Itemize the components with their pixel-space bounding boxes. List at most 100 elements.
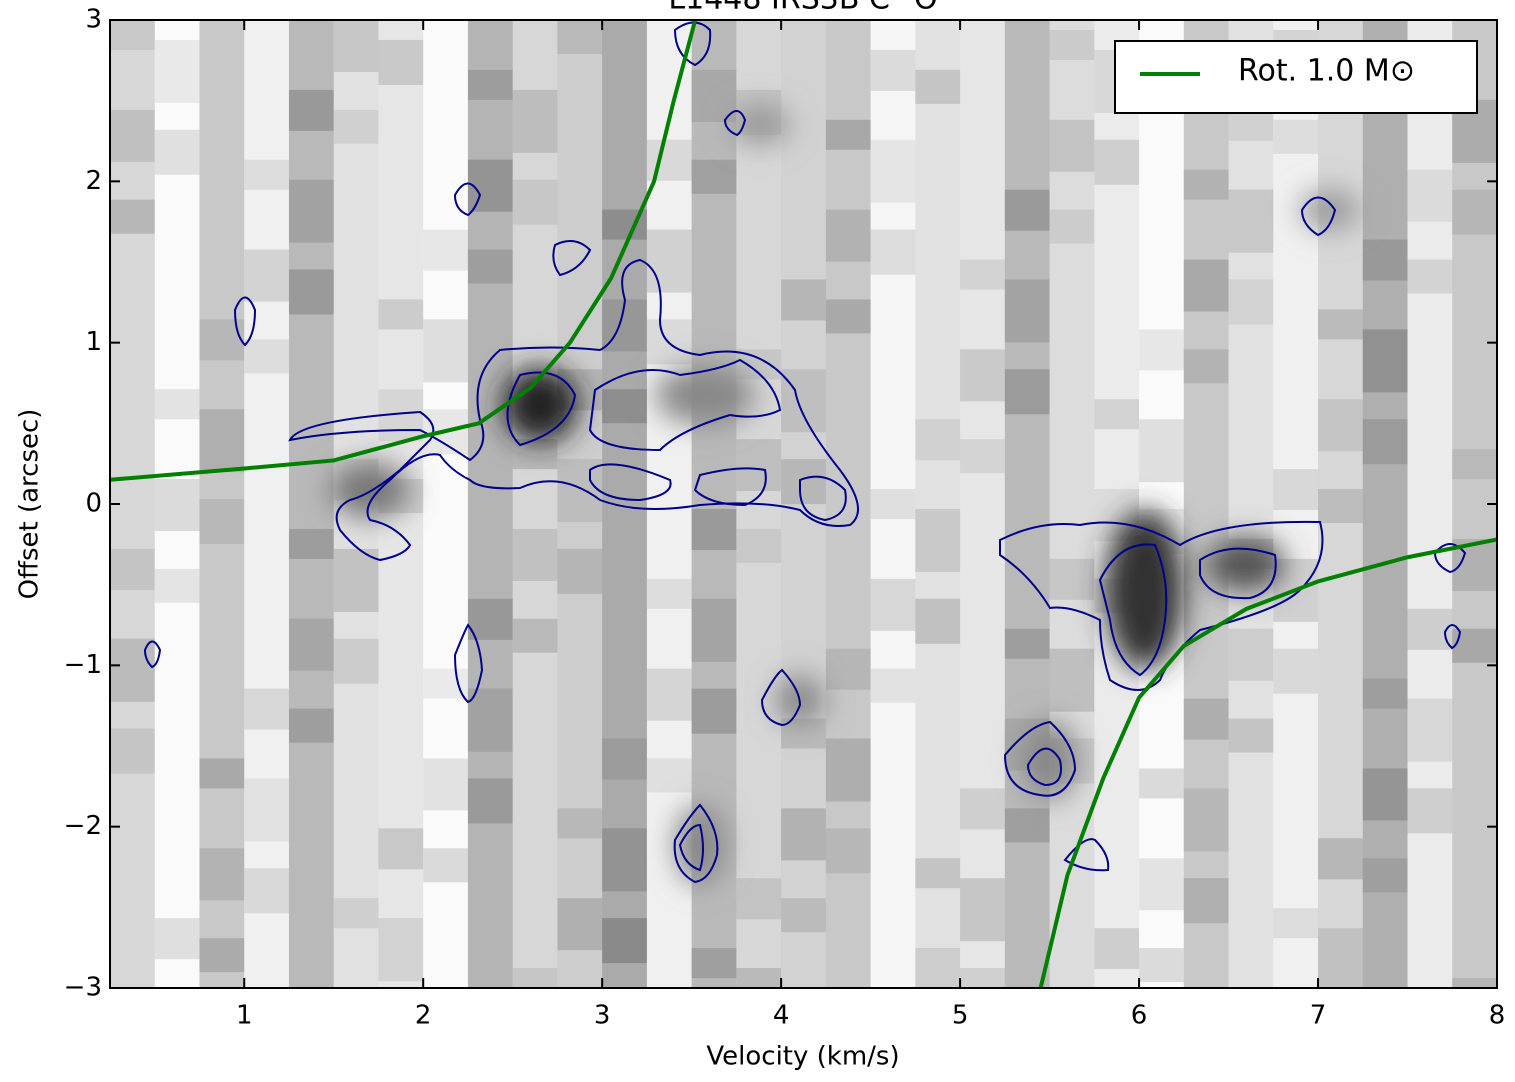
stripe-band: [244, 249, 290, 302]
stripe: [1407, 20, 1453, 988]
stripe-band: [646, 319, 693, 365]
stripe-band: [557, 898, 603, 951]
stripe-band: [825, 209, 872, 262]
stripe-band: [825, 648, 872, 690]
stripe-band: [781, 898, 827, 933]
stripe-band: [915, 598, 961, 644]
stripe-band: [825, 738, 872, 802]
stripe: [1004, 20, 1051, 988]
stripe-band: [870, 578, 916, 631]
stripe-band: [333, 638, 379, 684]
stripe-band: [1139, 858, 1185, 911]
stripe-band: [960, 439, 1006, 474]
stripe-band: [1183, 788, 1230, 852]
stripe: [512, 20, 558, 988]
x-tick-label: 1: [236, 1001, 253, 1031]
stripe-band: [110, 109, 156, 162]
stripe-band: [1004, 808, 1051, 843]
stripe-band: [691, 159, 737, 194]
stripe-band: [870, 229, 916, 275]
stripe-band: [154, 568, 200, 603]
stripe-band: [870, 489, 916, 520]
stripe-band: [1094, 399, 1140, 430]
stripe: [915, 20, 961, 988]
y-tick-label: −1: [64, 650, 102, 680]
stripe-band: [781, 279, 827, 321]
stripe-band: [915, 419, 961, 461]
stripe-band: [288, 528, 335, 559]
stripe-band: [1183, 169, 1230, 200]
stripe-band: [691, 598, 737, 662]
stripe-band: [1183, 349, 1230, 384]
stripe-band: [736, 528, 782, 563]
stripe-band: [467, 249, 514, 284]
stripe-band: [1273, 469, 1319, 511]
stripe-band: [423, 319, 469, 383]
stripe-band: [512, 89, 558, 153]
contours: [143, 21, 1467, 884]
stripe-band: [736, 439, 782, 492]
stripe-band: [602, 828, 648, 892]
stripe-band: [467, 598, 514, 640]
stripe-band: [736, 878, 782, 920]
stripe-band: [512, 968, 558, 988]
stripe-band: [1183, 698, 1230, 740]
stripe-band: [1004, 189, 1051, 231]
stripe-band: [1273, 908, 1319, 939]
stripe-band: [691, 948, 737, 979]
chart-title: L1448 IRS3B C¹⁸O: [668, 0, 937, 17]
stripe-band: [1362, 678, 1409, 709]
stripe: [1139, 20, 1185, 988]
stripe-band: [1139, 768, 1185, 799]
stripe-band: [467, 778, 514, 824]
y-tick-label: 1: [85, 327, 102, 357]
stripe-band: [1004, 628, 1051, 659]
x-tick-label: 4: [773, 1001, 790, 1031]
stripe-band: [1183, 259, 1230, 312]
stripe-band: [870, 49, 916, 91]
stripe-band: [557, 459, 603, 523]
stripe-band: [1183, 878, 1230, 924]
stripe-band: [602, 918, 648, 964]
stripe-band: [691, 508, 737, 550]
stripe-band: [557, 20, 603, 54]
stripe-band: [825, 299, 872, 334]
stripe-band: [512, 179, 558, 225]
stripe-band: [467, 159, 514, 212]
stripe-band: [378, 828, 424, 870]
stripe-band: [1049, 119, 1095, 172]
stripe-band: [646, 229, 693, 293]
stripe-band: [288, 618, 335, 671]
stripe-band: [467, 688, 514, 752]
stripe-band: [602, 389, 648, 424]
stripe-band: [154, 39, 200, 103]
stripe-band: [288, 179, 335, 243]
stripe-band: [1094, 139, 1140, 185]
stripe-band: [467, 69, 514, 100]
stripe-band: [154, 129, 200, 175]
stripe-band: [781, 808, 827, 861]
stripe-band: [1094, 928, 1140, 970]
x-tick-label: 7: [1310, 1001, 1327, 1031]
stripe-band: [199, 409, 245, 473]
y-tick-label: 2: [85, 166, 102, 196]
stripe-band: [110, 548, 156, 590]
stripe-band: [288, 708, 335, 743]
stripe-band: [557, 548, 603, 594]
stripe: [288, 20, 335, 988]
stripe-band: [1139, 329, 1185, 371]
stripe-band: [333, 20, 379, 72]
stripe-band: [1362, 239, 1409, 281]
stripe-band: [333, 898, 379, 929]
stripe-band: [1273, 648, 1319, 694]
stripe-band: [1318, 399, 1364, 452]
stripe-band: [1452, 189, 1497, 235]
stripe-band: [1228, 718, 1274, 753]
stripe-band: [960, 259, 1006, 290]
y-tick-label: 3: [85, 5, 102, 35]
x-axis-label: Velocity (km/s): [706, 1042, 899, 1072]
legend-label: Rot. 1.0 M⊙: [1238, 54, 1415, 89]
stripe: [960, 20, 1006, 988]
intensity-map: [110, 20, 1497, 988]
